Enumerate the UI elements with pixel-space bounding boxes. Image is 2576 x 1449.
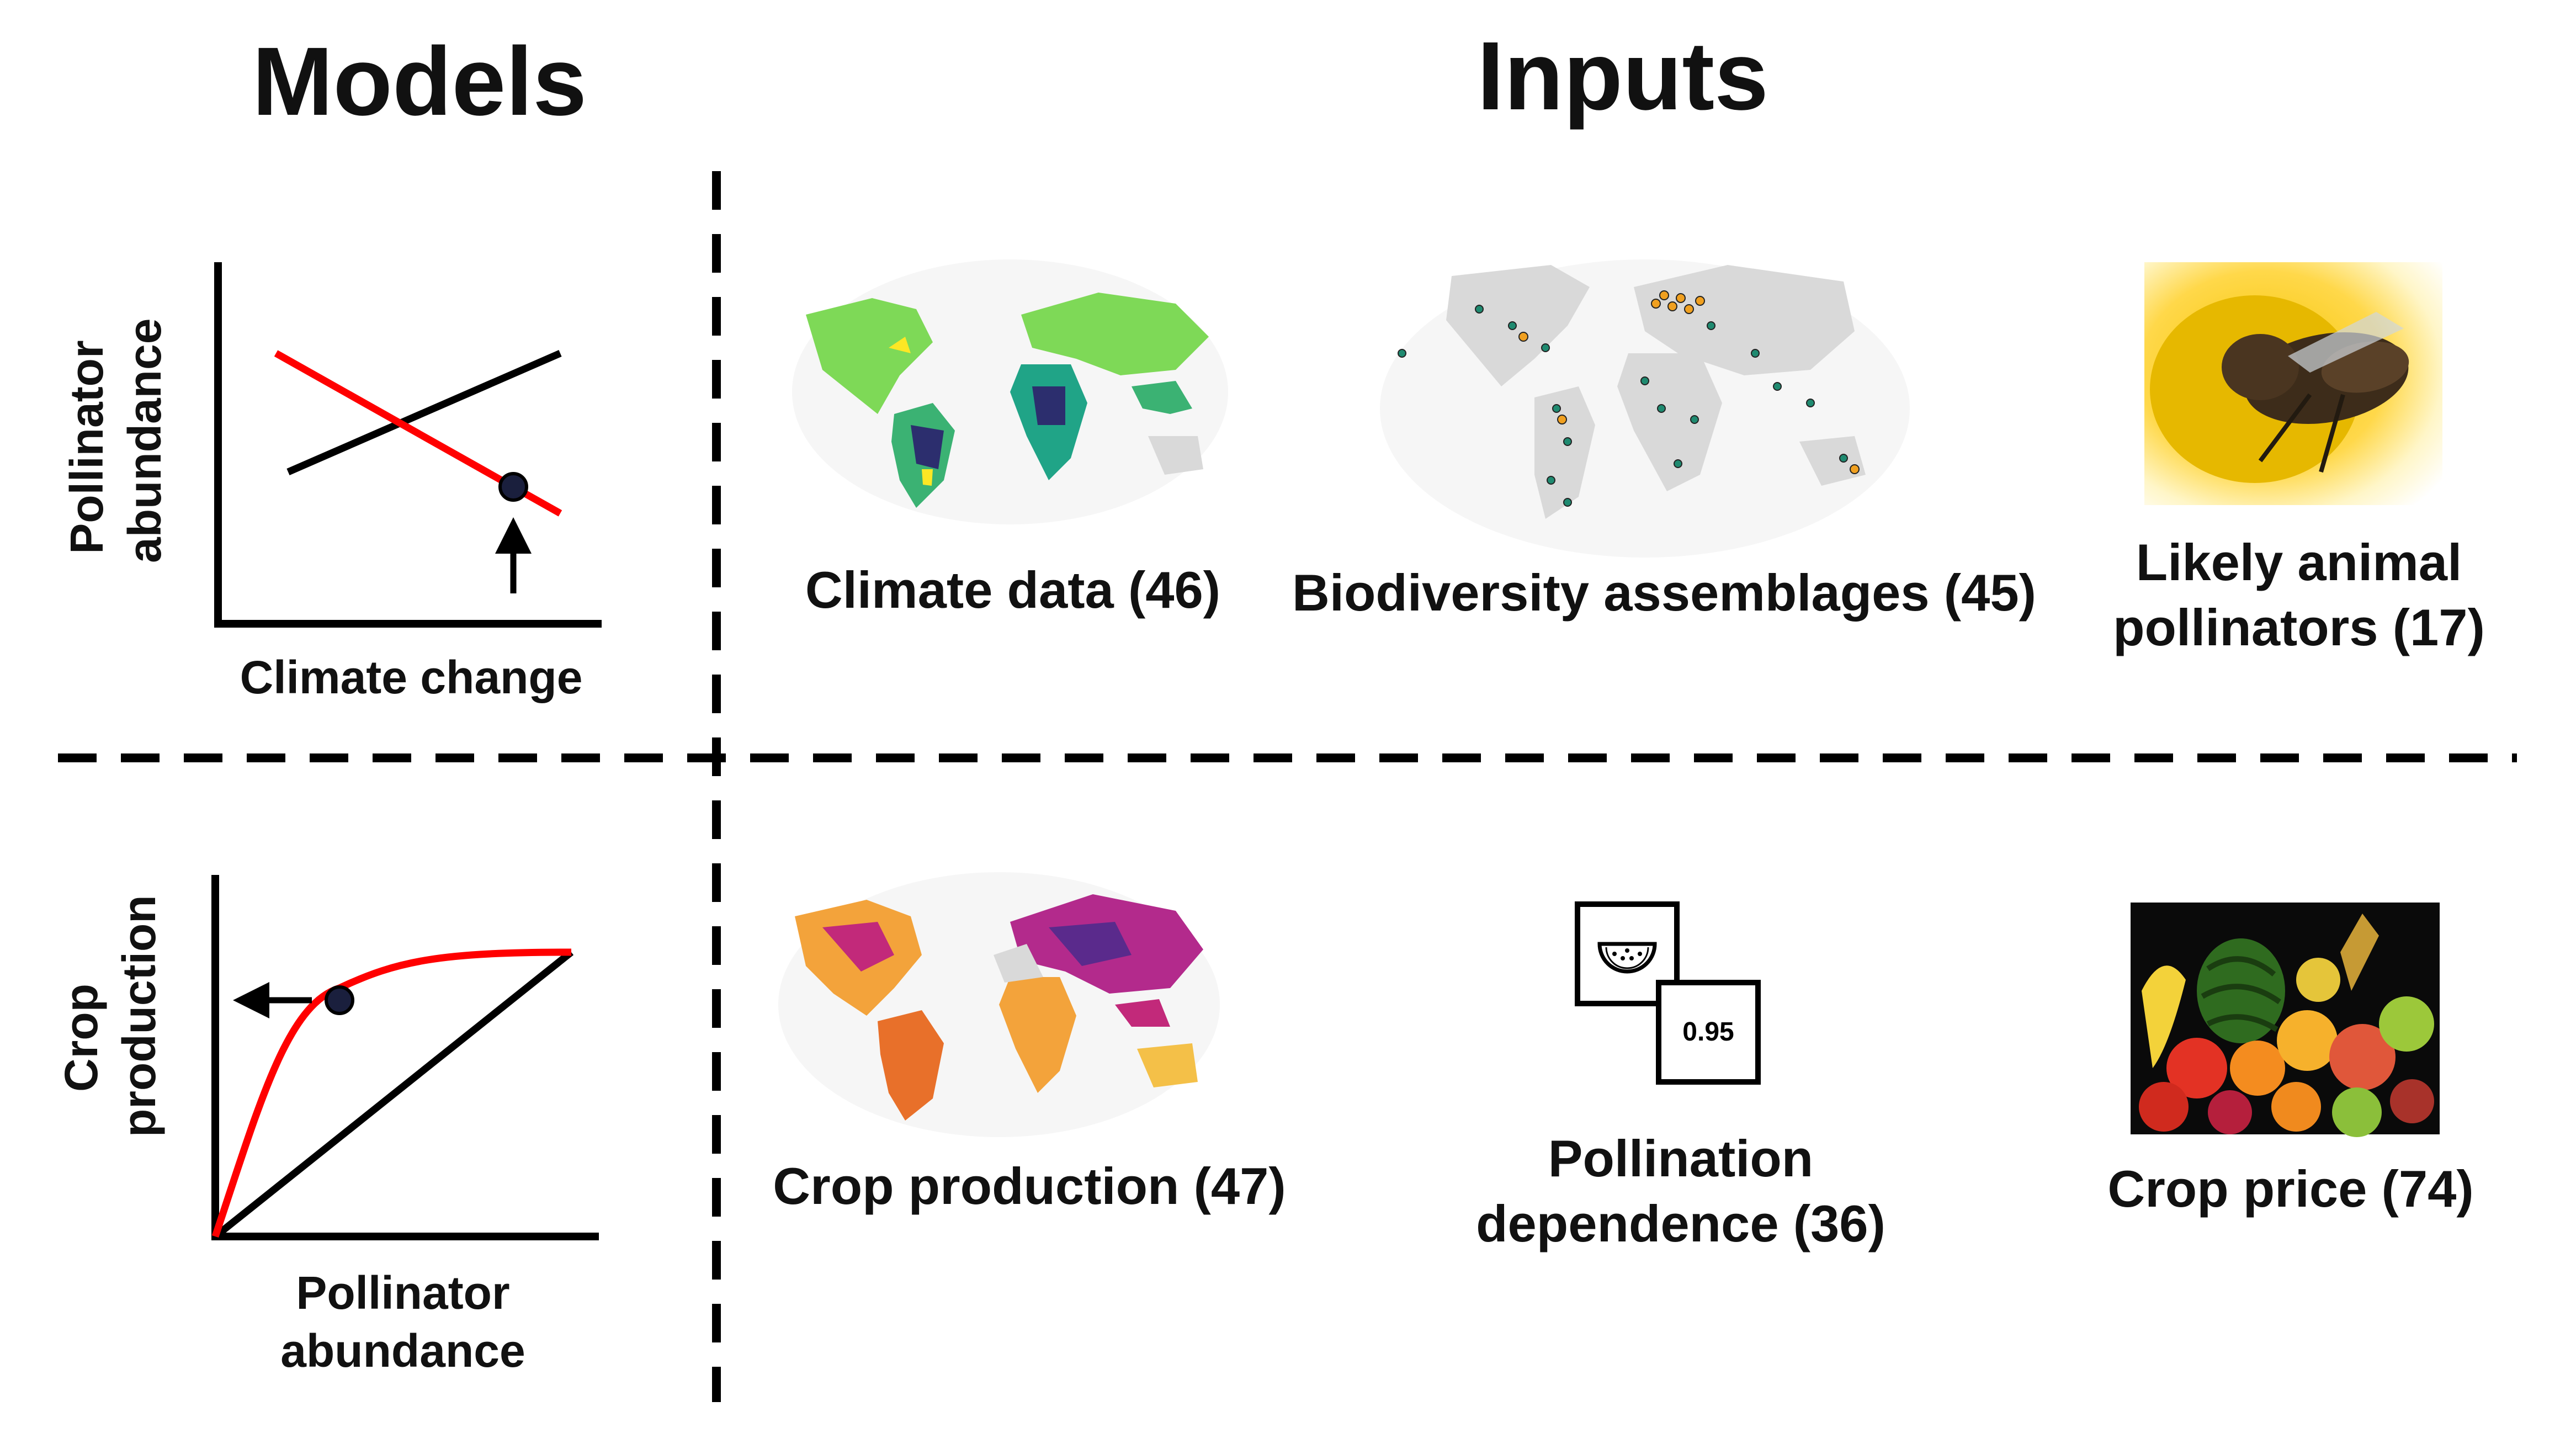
crop-price-label: Crop price (74): [2107, 1160, 2474, 1218]
crop-plot-y-label: Crop production: [55, 895, 165, 1137]
climate-data-label: Climate data (46): [805, 561, 1221, 619]
watermelon-card-icon: 0.95: [1575, 901, 1761, 1085]
likely-pollinators-label: Likely animal pollinators (17): [2113, 533, 2485, 656]
inputs-heading: Inputs: [1477, 22, 1768, 130]
climate-plot-axes: [214, 262, 602, 628]
curve-point: [325, 985, 354, 1015]
fruit-pile-photo-icon: [2131, 903, 2440, 1137]
dependence-value: 0.95: [1682, 1017, 1734, 1047]
crop-plot-axes: [211, 875, 599, 1240]
world-map-sites-icon: [1380, 259, 1910, 558]
models-heading: Models: [252, 28, 587, 136]
crop-production-label: Crop production (47): [773, 1157, 1286, 1215]
crop-plot-x-label: Pollinator abundance: [280, 1267, 525, 1377]
climate-plot-x-label: Climate change: [240, 651, 583, 703]
black-trend-line: [286, 350, 562, 475]
world-map-climate-icon: [792, 259, 1228, 524]
black-linear-line: [213, 949, 574, 1240]
intersection-point: [498, 472, 528, 502]
biodiversity-assemblages-label: Biodiversity assemblages (45): [1292, 564, 2036, 622]
pollination-dependence-label: Pollination dependence (36): [1476, 1129, 1885, 1252]
bee-on-flower-photo-icon: [2144, 262, 2442, 505]
world-map-crop-icon: [778, 872, 1220, 1137]
